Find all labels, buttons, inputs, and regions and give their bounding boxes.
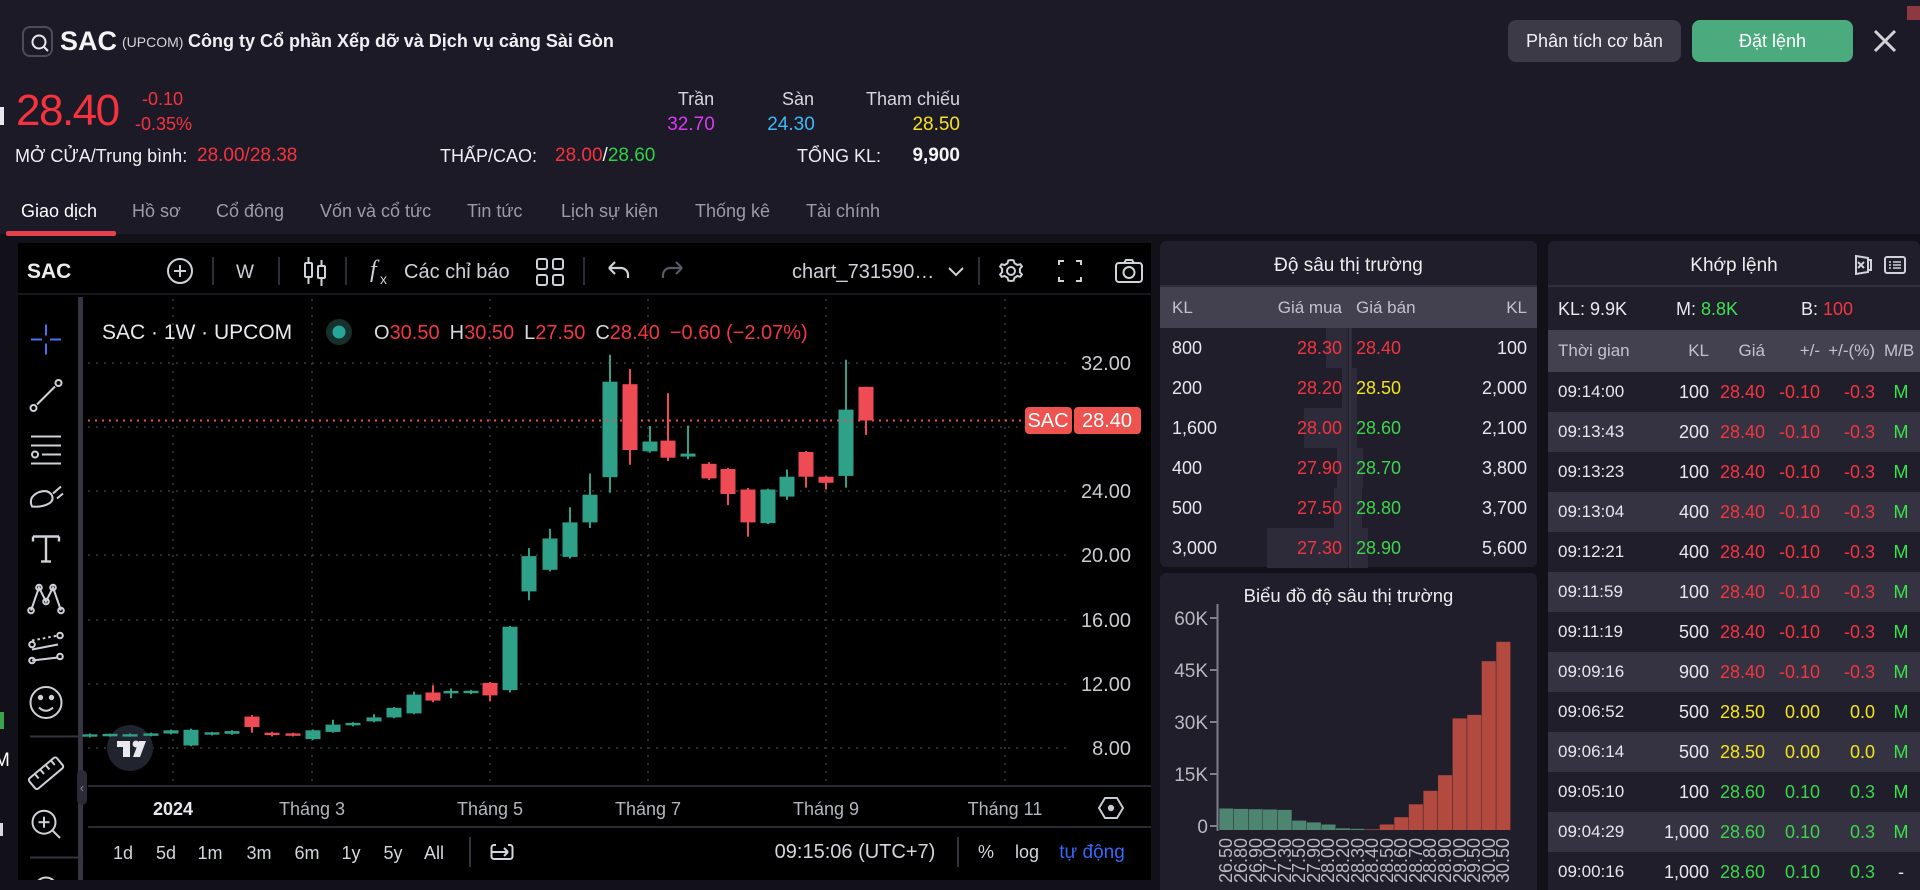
- svg-text:24.00: 24.00: [1081, 481, 1131, 503]
- svg-text:3m: 3m: [246, 843, 271, 863]
- svg-text:60K: 60K: [1174, 609, 1208, 630]
- svg-text:8.00: 8.00: [1092, 738, 1131, 760]
- svg-text:45K: 45K: [1174, 661, 1208, 682]
- svg-text:All: All: [424, 843, 444, 863]
- svg-text:6m: 6m: [294, 843, 319, 863]
- svg-text:0: 0: [1197, 817, 1208, 838]
- svg-text:1m: 1m: [197, 843, 222, 863]
- svg-text:Tháng 11: Tháng 11: [968, 799, 1043, 819]
- svg-text:12.00: 12.00: [1081, 674, 1131, 696]
- svg-text:Tháng 5: Tháng 5: [457, 799, 523, 819]
- svg-text:2024: 2024: [153, 799, 193, 819]
- svg-text:28.40: 28.40: [1082, 410, 1132, 432]
- svg-text:SAC · 1W · UPCOM: SAC · 1W · UPCOM: [102, 321, 292, 344]
- svg-text:5d: 5d: [156, 843, 176, 863]
- svg-text:1y: 1y: [341, 843, 360, 863]
- svg-text:f: f: [370, 257, 380, 283]
- svg-text:log: log: [1015, 842, 1039, 862]
- svg-text:tự động: tự động: [1059, 842, 1125, 863]
- svg-text:20.00: 20.00: [1081, 545, 1131, 567]
- svg-text:Tháng 9: Tháng 9: [793, 799, 859, 819]
- svg-text:chart_731590…: chart_731590…: [792, 261, 934, 283]
- svg-text:%: %: [978, 842, 994, 862]
- svg-text:SAC: SAC: [1027, 410, 1068, 432]
- svg-text:Tháng 3: Tháng 3: [279, 799, 345, 819]
- svg-text:Tháng 7: Tháng 7: [615, 799, 681, 819]
- svg-text:30K: 30K: [1174, 713, 1208, 734]
- svg-text:16.00: 16.00: [1081, 610, 1131, 632]
- svg-text:15K: 15K: [1174, 765, 1208, 786]
- svg-text:32.00: 32.00: [1081, 353, 1131, 375]
- svg-text:09:15:06 (UTC+7): 09:15:06 (UTC+7): [775, 841, 936, 863]
- svg-text:1d: 1d: [113, 843, 133, 863]
- svg-text:5y: 5y: [383, 843, 402, 863]
- svg-text:Các chỉ báo: Các chỉ báo: [404, 261, 510, 283]
- svg-text:W: W: [236, 262, 254, 283]
- svg-text:x: x: [380, 271, 387, 287]
